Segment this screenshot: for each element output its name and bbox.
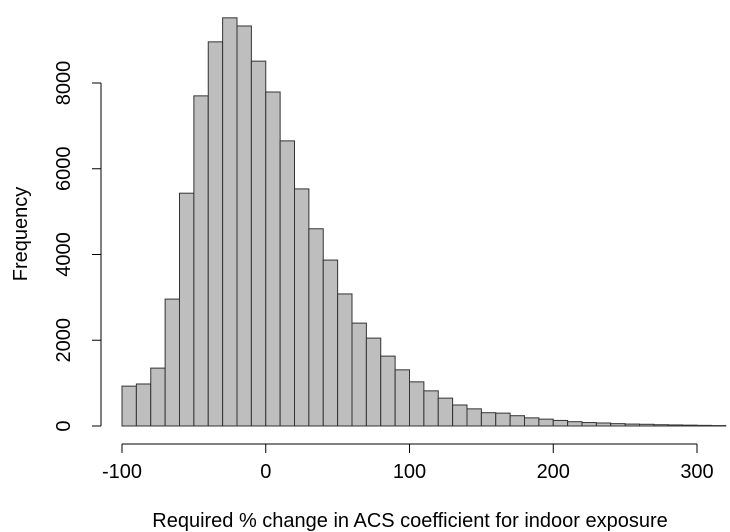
bar — [667, 424, 684, 427]
bar — [193, 95, 209, 427]
bar — [236, 25, 252, 427]
bar — [682, 424, 698, 427]
bar — [495, 412, 511, 427]
bar — [179, 192, 195, 427]
x-axis-title: Required % change in ACS coefficient for… — [152, 510, 668, 532]
bar — [696, 424, 712, 427]
bar — [639, 423, 655, 427]
y-axis-title: Frequency — [10, 187, 32, 282]
bar — [308, 228, 324, 427]
x-tick-label: 0 — [260, 461, 271, 483]
bar — [222, 17, 238, 427]
bar — [365, 337, 382, 427]
bar — [437, 397, 454, 427]
bar — [509, 415, 525, 427]
y-tick-label: 2000 — [53, 318, 75, 363]
bar — [452, 404, 468, 427]
bar — [480, 412, 497, 427]
bar — [150, 367, 166, 427]
bar — [624, 423, 640, 427]
bar — [394, 369, 410, 427]
x-tick-label: -100 — [102, 461, 142, 483]
bar — [322, 259, 339, 427]
bar — [538, 418, 554, 427]
bar — [567, 421, 583, 427]
bar — [207, 41, 224, 427]
x-tick-label: 200 — [537, 461, 570, 483]
bar — [524, 417, 540, 427]
bar — [351, 322, 367, 427]
x-tick-label: 100 — [393, 461, 426, 483]
bar — [423, 390, 439, 427]
bar — [337, 293, 353, 427]
bar — [135, 383, 152, 427]
bar — [250, 60, 267, 427]
x-tick-label: 300 — [680, 461, 713, 483]
bar — [581, 422, 597, 427]
bar — [265, 91, 281, 427]
bar — [409, 381, 425, 427]
bar — [279, 140, 295, 427]
bar — [380, 355, 396, 427]
bar — [294, 188, 310, 427]
y-tick-label: 0 — [53, 420, 75, 431]
bar — [610, 423, 626, 427]
y-tick-label: 6000 — [53, 147, 75, 192]
bar — [164, 298, 180, 427]
y-tick-label: 4000 — [53, 232, 75, 277]
bar — [552, 419, 569, 427]
bar — [653, 424, 669, 427]
bar — [466, 408, 482, 427]
bar — [595, 422, 612, 427]
bar — [121, 385, 137, 427]
y-tick-label: 8000 — [53, 61, 75, 106]
